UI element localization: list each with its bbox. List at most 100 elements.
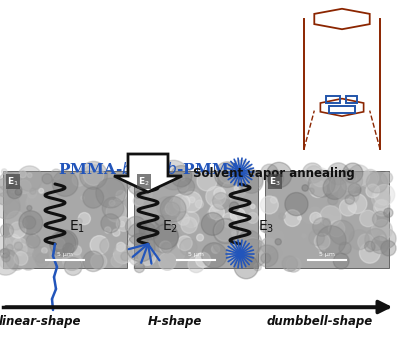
Circle shape bbox=[313, 215, 320, 222]
Circle shape bbox=[207, 210, 216, 218]
Circle shape bbox=[355, 180, 361, 187]
Circle shape bbox=[195, 200, 204, 208]
Circle shape bbox=[119, 221, 125, 227]
Circle shape bbox=[309, 180, 326, 198]
Circle shape bbox=[234, 186, 238, 191]
Circle shape bbox=[230, 208, 245, 223]
Circle shape bbox=[261, 238, 276, 254]
Circle shape bbox=[102, 198, 111, 206]
Circle shape bbox=[28, 173, 32, 178]
Circle shape bbox=[381, 241, 396, 256]
Circle shape bbox=[229, 202, 239, 211]
Circle shape bbox=[83, 165, 104, 185]
Circle shape bbox=[6, 249, 27, 270]
Circle shape bbox=[243, 170, 263, 190]
Circle shape bbox=[94, 197, 102, 205]
Circle shape bbox=[178, 236, 192, 251]
Circle shape bbox=[22, 245, 34, 257]
Circle shape bbox=[234, 169, 247, 183]
Circle shape bbox=[260, 223, 270, 233]
Circle shape bbox=[116, 191, 126, 200]
Circle shape bbox=[261, 164, 278, 181]
Circle shape bbox=[19, 211, 43, 235]
Circle shape bbox=[181, 217, 197, 233]
Circle shape bbox=[6, 234, 21, 250]
Circle shape bbox=[214, 188, 225, 199]
Circle shape bbox=[140, 223, 156, 238]
Circle shape bbox=[197, 234, 204, 241]
Circle shape bbox=[380, 235, 385, 240]
Circle shape bbox=[26, 194, 43, 212]
Circle shape bbox=[134, 191, 142, 198]
Circle shape bbox=[102, 197, 124, 219]
Circle shape bbox=[240, 178, 249, 187]
Circle shape bbox=[247, 213, 258, 223]
Bar bbox=[326, 96, 340, 103]
Circle shape bbox=[375, 248, 382, 255]
Circle shape bbox=[277, 251, 282, 256]
Circle shape bbox=[188, 256, 204, 273]
Text: dumbbell-shape: dumbbell-shape bbox=[267, 316, 373, 328]
Circle shape bbox=[134, 259, 139, 264]
Circle shape bbox=[163, 208, 169, 215]
Circle shape bbox=[170, 165, 192, 187]
Circle shape bbox=[360, 210, 376, 227]
Circle shape bbox=[317, 226, 346, 255]
Circle shape bbox=[181, 177, 185, 180]
Circle shape bbox=[308, 188, 314, 194]
Circle shape bbox=[106, 202, 126, 222]
Circle shape bbox=[266, 230, 284, 247]
Circle shape bbox=[52, 171, 78, 196]
Circle shape bbox=[104, 227, 111, 233]
Circle shape bbox=[30, 198, 51, 219]
Circle shape bbox=[72, 246, 82, 255]
Circle shape bbox=[333, 253, 349, 269]
Circle shape bbox=[162, 242, 172, 253]
Text: Solvent vapor annealing: Solvent vapor annealing bbox=[193, 166, 355, 179]
Circle shape bbox=[309, 230, 324, 246]
Circle shape bbox=[13, 238, 27, 252]
Circle shape bbox=[324, 208, 328, 213]
Circle shape bbox=[178, 181, 188, 191]
Circle shape bbox=[382, 172, 392, 183]
Circle shape bbox=[213, 219, 238, 244]
Circle shape bbox=[310, 212, 322, 224]
Circle shape bbox=[308, 207, 322, 221]
Circle shape bbox=[33, 247, 49, 263]
Circle shape bbox=[153, 224, 178, 249]
Circle shape bbox=[222, 181, 240, 199]
Circle shape bbox=[330, 220, 354, 245]
Circle shape bbox=[19, 171, 26, 178]
Circle shape bbox=[156, 197, 176, 216]
Circle shape bbox=[314, 234, 330, 249]
Circle shape bbox=[116, 217, 131, 231]
Circle shape bbox=[279, 213, 285, 219]
Circle shape bbox=[51, 169, 61, 179]
Circle shape bbox=[53, 230, 78, 255]
Bar bbox=[329, 106, 355, 113]
Circle shape bbox=[26, 234, 40, 248]
Circle shape bbox=[365, 228, 387, 251]
Circle shape bbox=[206, 186, 226, 207]
Circle shape bbox=[159, 160, 188, 190]
Circle shape bbox=[360, 242, 380, 263]
Text: E$_3$: E$_3$ bbox=[258, 219, 274, 235]
Bar bbox=[134, 171, 258, 268]
Circle shape bbox=[127, 169, 153, 196]
Circle shape bbox=[111, 255, 123, 267]
Circle shape bbox=[22, 216, 36, 229]
Text: H-shape: H-shape bbox=[148, 316, 202, 328]
Circle shape bbox=[6, 244, 13, 251]
Circle shape bbox=[347, 194, 367, 214]
Circle shape bbox=[114, 198, 122, 206]
Circle shape bbox=[209, 204, 224, 220]
Circle shape bbox=[308, 171, 335, 197]
Circle shape bbox=[323, 176, 346, 199]
Circle shape bbox=[240, 203, 258, 220]
Circle shape bbox=[215, 220, 236, 241]
Circle shape bbox=[83, 187, 104, 208]
Circle shape bbox=[339, 185, 359, 205]
Circle shape bbox=[35, 253, 50, 267]
Circle shape bbox=[319, 246, 325, 253]
Circle shape bbox=[374, 199, 390, 216]
